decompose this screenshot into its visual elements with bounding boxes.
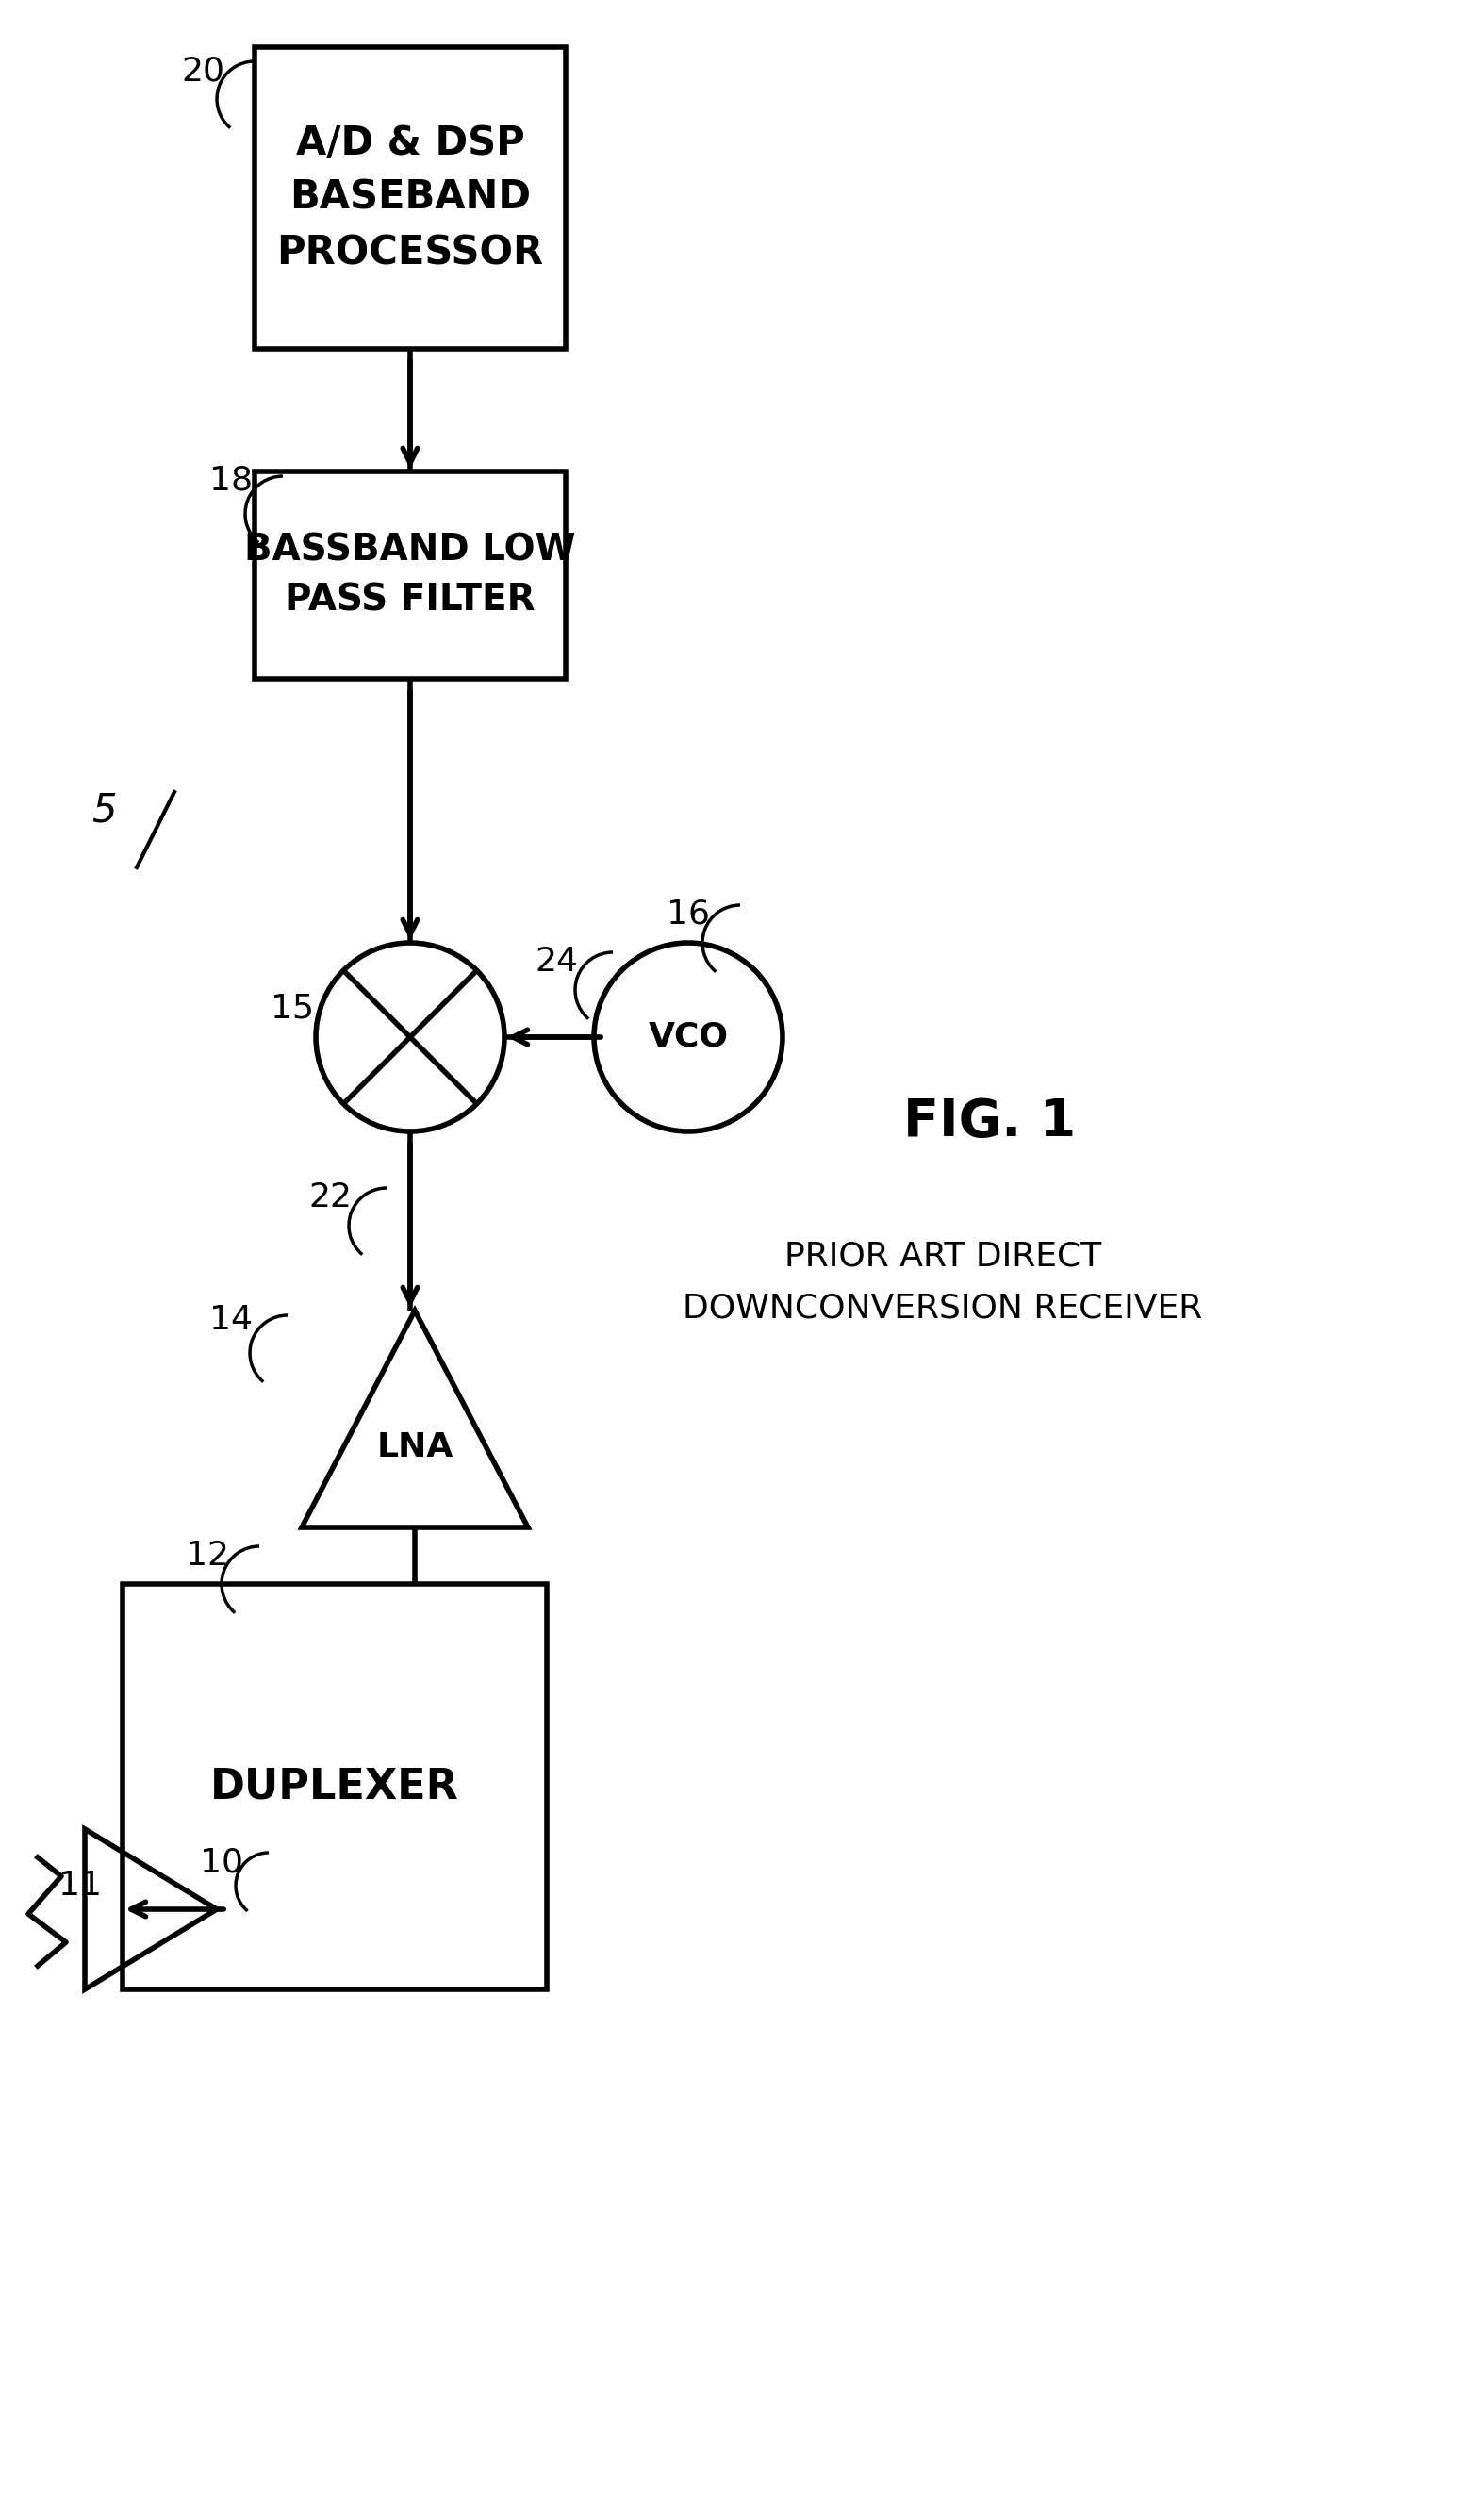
Text: 12: 12 xyxy=(186,1539,229,1572)
Text: 11: 11 xyxy=(58,1870,102,1903)
FancyBboxPatch shape xyxy=(255,48,565,348)
Text: DUPLEXER: DUPLEXER xyxy=(211,1767,459,1808)
Text: 16: 16 xyxy=(666,898,709,930)
Text: BASSBAND LOW
PASS FILTER: BASSBAND LOW PASS FILTER xyxy=(245,531,576,619)
Text: 15: 15 xyxy=(270,993,315,1025)
FancyBboxPatch shape xyxy=(255,471,565,679)
Text: 14: 14 xyxy=(209,1304,252,1336)
Text: A/D & DSP
BASEBAND
PROCESSOR: A/D & DSP BASEBAND PROCESSOR xyxy=(276,123,543,273)
Text: 18: 18 xyxy=(209,464,252,496)
Text: 24: 24 xyxy=(534,945,577,978)
Text: VCO: VCO xyxy=(649,1020,729,1053)
Text: 10: 10 xyxy=(200,1845,243,1878)
Text: PRIOR ART DIRECT
DOWNCONVERSION RECEIVER: PRIOR ART DIRECT DOWNCONVERSION RECEIVER xyxy=(683,1241,1202,1324)
Text: LNA: LNA xyxy=(377,1431,453,1464)
FancyBboxPatch shape xyxy=(123,1584,546,1991)
Text: 20: 20 xyxy=(181,55,224,88)
Text: 22: 22 xyxy=(309,1181,352,1213)
Text: FIG. 1: FIG. 1 xyxy=(904,1096,1076,1148)
Text: 5: 5 xyxy=(91,792,116,830)
